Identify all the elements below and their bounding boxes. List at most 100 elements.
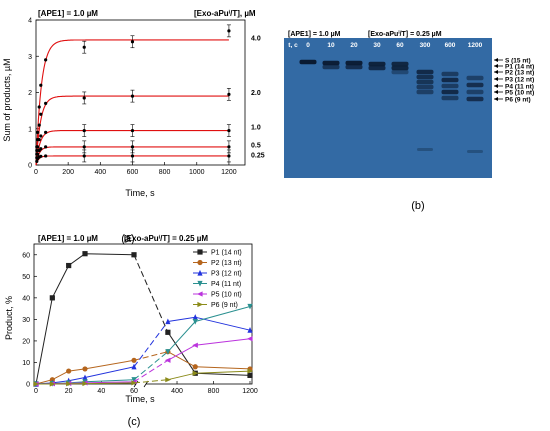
panel-c-point	[246, 336, 253, 342]
panel-a-point	[227, 128, 231, 133]
panel-c-point	[192, 314, 198, 320]
panel-a-point	[130, 128, 135, 133]
panel-c-ytick-label: 40	[22, 295, 30, 302]
gel-band-product	[466, 89, 484, 95]
panel-c-point	[66, 368, 72, 374]
panel-c-point	[82, 374, 88, 381]
panel-a-point	[227, 154, 231, 158]
gel-lane-label: 0	[306, 42, 310, 49]
panel-c-xlabel: Time, s	[125, 394, 155, 404]
gel-band-substrate	[391, 61, 409, 67]
panel-c-series-bridge	[133, 379, 168, 384]
panel-c-legend-label: P2 (13 nt)	[211, 260, 242, 267]
panel-c-legend-marker	[196, 291, 203, 297]
panel-a-point	[37, 123, 41, 127]
panel-c-point	[131, 252, 137, 258]
panel-c-series-bridge	[133, 351, 169, 381]
gel-lane-label: 300	[420, 42, 431, 49]
panel-c-legend-marker	[197, 280, 203, 287]
panel-c-series-bridge	[133, 254, 169, 333]
gel-band-product	[466, 82, 484, 88]
panel-c-point	[192, 318, 198, 325]
panel-c-legend-marker	[197, 269, 203, 276]
panel-c-legend-label: P1 (14 nt)	[211, 250, 242, 257]
panel-a-point	[37, 138, 41, 142]
panel-c-xtick-label: 20	[65, 388, 73, 395]
panel-a-header-left: [APE1] = 1.0 µM	[38, 9, 98, 18]
panel-a-point	[39, 112, 43, 116]
panel-c-series-bridge	[133, 359, 169, 383]
panel-c-point	[192, 364, 198, 370]
panel-a-point	[227, 29, 231, 33]
panel-c-point	[131, 357, 137, 363]
gel-band-label: S (15 nt)	[505, 57, 531, 64]
panel-c-ylabel: Product, %	[4, 296, 14, 340]
panel-a-ytick-label: 2	[28, 90, 32, 97]
panel-a-point	[82, 145, 86, 149]
panel-a-point	[130, 40, 135, 44]
panel-a-frame	[35, 19, 246, 166]
panel-a-point	[39, 147, 43, 151]
panel-c-point	[131, 380, 138, 386]
gel-band-label: P3 (12 nt)	[505, 76, 534, 83]
gel-band-product	[466, 75, 484, 81]
panel-c-chart: [APE1] = 1.0 µM [Exo-aPuⁱ/T] = 0.25 µM P…	[4, 233, 258, 428]
panel-a-series-label: 0.5	[251, 143, 261, 150]
gel-lane-label: 10	[327, 42, 335, 49]
gel-band-substrate	[345, 60, 363, 66]
panel-c-point	[192, 342, 198, 348]
panel-a-xtick-label: 0	[34, 169, 38, 176]
panel-c-point	[247, 327, 253, 333]
panel-c-xtick-label: 1200	[242, 388, 258, 395]
panel-a-chart: [APE1] = 1.0 µM [Exo-aPuⁱ/T], µM Sum of …	[2, 8, 265, 245]
panel-a-ytick-label: 4	[28, 18, 32, 25]
panel-a-point	[82, 128, 86, 133]
panel-a-point	[39, 154, 43, 158]
gel-band-product	[441, 77, 459, 83]
panel-a-point	[44, 145, 48, 149]
panel-c-series-line	[167, 316, 251, 331]
panel-a-ytick-label: 3	[28, 54, 32, 61]
gel-band-substrate	[322, 60, 340, 66]
panel-c-point	[165, 349, 171, 355]
panel-c-ytick-label: 20	[22, 338, 30, 345]
panel-c-point	[66, 262, 72, 269]
panel-c-legend-label: P3 (12 nt)	[211, 271, 242, 278]
gel-band-substrate	[299, 59, 317, 65]
panel-a-point	[39, 134, 43, 138]
panel-a-xtick-label: 800	[159, 169, 171, 176]
panel-c-point	[165, 329, 171, 335]
panel-c-series-line	[167, 306, 251, 353]
panel-c-legend-marker	[197, 301, 204, 308]
gel-lane-label: 600	[445, 42, 456, 49]
panel-a-series-label: 4.0	[251, 36, 261, 43]
gel-band-label: P2 (13 nt)	[505, 69, 534, 76]
gel-band-product	[441, 89, 459, 95]
caption-c: (c)	[128, 416, 141, 428]
panel-c-xtick-label: 800	[208, 388, 220, 395]
panel-c-ytick-label: 0	[26, 382, 30, 389]
panel-a-point	[36, 152, 40, 156]
panel-c-series-line	[35, 253, 135, 385]
gel-header-left: [APE1] = 1.0 µM	[288, 31, 341, 38]
panel-c-xtick-label: 0	[34, 388, 38, 395]
panel-c-series-bridge	[133, 321, 169, 368]
gel-band-arrowhead	[494, 90, 498, 94]
gel-band-product	[416, 79, 434, 85]
gel-background	[284, 38, 492, 178]
panel-a-header-right: [Exo-aPuⁱ/T], µM	[194, 8, 256, 18]
gel-band-arrowhead	[494, 58, 498, 62]
panel-c-legend-marker	[197, 259, 203, 266]
gel-band-p2	[391, 69, 409, 75]
panel-c-point	[82, 380, 89, 387]
panel-a-ylabel: Sum of products, µM	[2, 58, 12, 141]
gel-band-product	[441, 95, 459, 101]
panel-a-point	[227, 92, 231, 96]
gel-band-p1	[368, 65, 386, 71]
panel-c-legend-marker	[197, 249, 203, 255]
panel-a-point	[39, 83, 43, 87]
panel-b-gel: [APE1] = 1.0 µM [Exo-aPuⁱ/T] = 0.25 µM t…	[284, 29, 534, 212]
gel-band-product	[441, 83, 459, 89]
panel-c-point	[247, 303, 253, 310]
